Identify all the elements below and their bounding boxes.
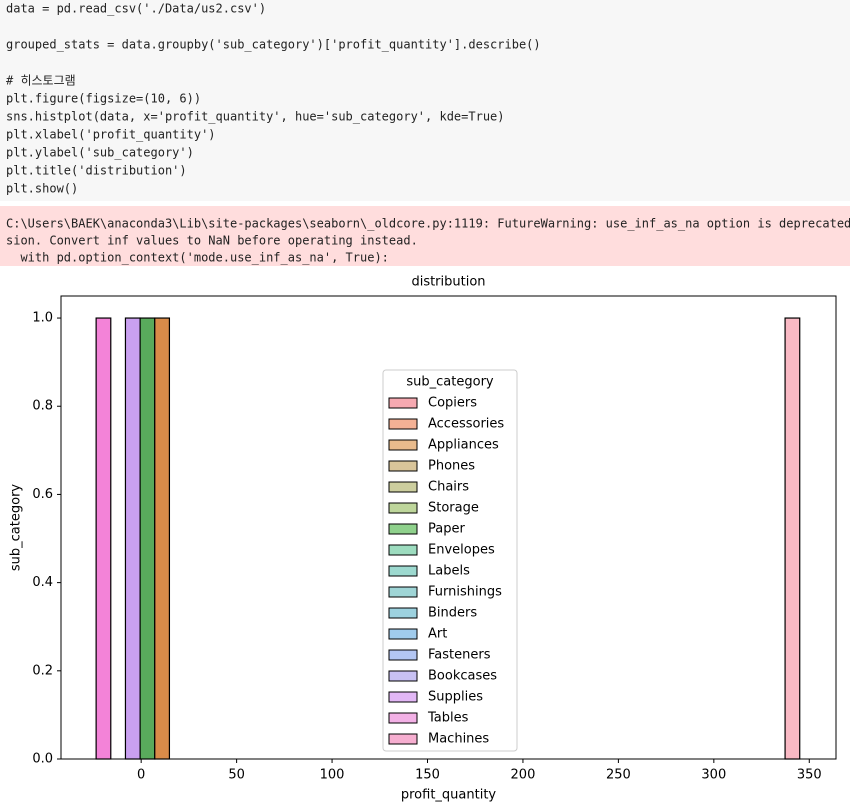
y-tick-label: 0.4 bbox=[32, 575, 53, 590]
legend-swatch bbox=[388, 523, 418, 535]
histogram-bar bbox=[124, 317, 141, 760]
y-tick-label: 0.6 bbox=[32, 487, 53, 502]
warning-output bbox=[0, 206, 850, 266]
x-tick-label: 200 bbox=[511, 768, 536, 783]
legend-label: Phones bbox=[428, 459, 475, 474]
x-axis-label: profit_quantity bbox=[401, 788, 497, 803]
code-line: plt.show() bbox=[6, 182, 78, 196]
histogram-bar bbox=[154, 317, 171, 760]
code-line: data = pd.read_csv('./Data/us2.csv') bbox=[6, 2, 266, 16]
legend-swatch bbox=[388, 397, 418, 409]
legend-label: Furnishings bbox=[428, 585, 502, 600]
legend-swatch bbox=[388, 607, 418, 619]
legend-swatch bbox=[388, 628, 418, 640]
y-tick-label: 0.8 bbox=[32, 399, 53, 414]
legend-swatch bbox=[388, 418, 418, 430]
legend-swatch bbox=[388, 670, 418, 682]
code-line: plt.title('distribution') bbox=[6, 164, 187, 178]
legend-label: Art bbox=[428, 627, 447, 642]
code-line: plt.xlabel('profit_quantity') bbox=[6, 128, 216, 142]
legend-label: Labels bbox=[428, 564, 470, 579]
legend-swatch bbox=[388, 649, 418, 661]
histogram-bar bbox=[95, 317, 112, 760]
legend-label: Fasteners bbox=[428, 648, 491, 663]
x-tick-label: 150 bbox=[415, 768, 440, 783]
legend-swatch bbox=[388, 733, 418, 745]
y-tick-label: 0.0 bbox=[32, 752, 53, 767]
x-tick-label: 0 bbox=[137, 768, 145, 783]
x-tick-label: 100 bbox=[320, 768, 345, 783]
warning-line: C:\Users\BAEK\anaconda3\Lib\site-package… bbox=[6, 217, 850, 231]
legend-swatch bbox=[388, 481, 418, 493]
legend-label: Chairs bbox=[428, 480, 469, 495]
warning-line: with pd.option_context('mode.use_inf_as_… bbox=[6, 251, 389, 265]
legend-label: Binders bbox=[428, 606, 477, 621]
legend-swatch bbox=[388, 439, 418, 451]
legend-label: Paper bbox=[428, 522, 465, 537]
code-line: plt.figure(figsize=(10, 6)) bbox=[6, 92, 201, 106]
x-tick-label: 50 bbox=[228, 768, 245, 783]
code-cell bbox=[0, 0, 850, 201]
legend-swatch bbox=[388, 502, 418, 514]
legend-label: Storage bbox=[428, 501, 479, 516]
x-tick-label: 300 bbox=[701, 768, 726, 783]
chart-title: distribution bbox=[411, 275, 485, 290]
legend-swatch bbox=[388, 544, 418, 556]
code-line: plt.ylabel('sub_category') bbox=[6, 146, 194, 160]
legend-label: Appliances bbox=[428, 438, 499, 453]
code-line: grouped_stats = data.groupby('sub_catego… bbox=[6, 38, 541, 52]
legend-swatch bbox=[388, 460, 418, 472]
x-tick-label: 350 bbox=[797, 768, 822, 783]
histogram-bar bbox=[139, 317, 156, 760]
legend-label: Accessories bbox=[428, 417, 504, 432]
histogram-bar bbox=[784, 317, 801, 760]
code-line: # 히스토그램 bbox=[6, 74, 76, 88]
legend-label: Bookcases bbox=[428, 669, 497, 684]
y-tick-label: 1.0 bbox=[32, 311, 53, 326]
legend-label: Tables bbox=[427, 711, 469, 726]
warning-line: sion. Convert inf values to NaN before o… bbox=[6, 234, 418, 248]
legend-label: Supplies bbox=[428, 690, 483, 705]
legend-label: Envelopes bbox=[428, 543, 495, 558]
legend-swatch bbox=[388, 691, 418, 703]
y-axis-label: sub_category bbox=[9, 484, 24, 572]
legend-swatch bbox=[388, 712, 418, 724]
x-tick-label: 250 bbox=[606, 768, 631, 783]
legend-label: Copiers bbox=[428, 396, 477, 411]
legend-title: sub_category bbox=[406, 375, 494, 390]
legend-swatch bbox=[388, 586, 418, 598]
code-line: sns.histplot(data, x='profit_quantity', … bbox=[6, 110, 505, 124]
y-tick-label: 0.2 bbox=[32, 663, 53, 678]
legend-swatch bbox=[388, 565, 418, 577]
legend-label: Machines bbox=[428, 732, 489, 747]
